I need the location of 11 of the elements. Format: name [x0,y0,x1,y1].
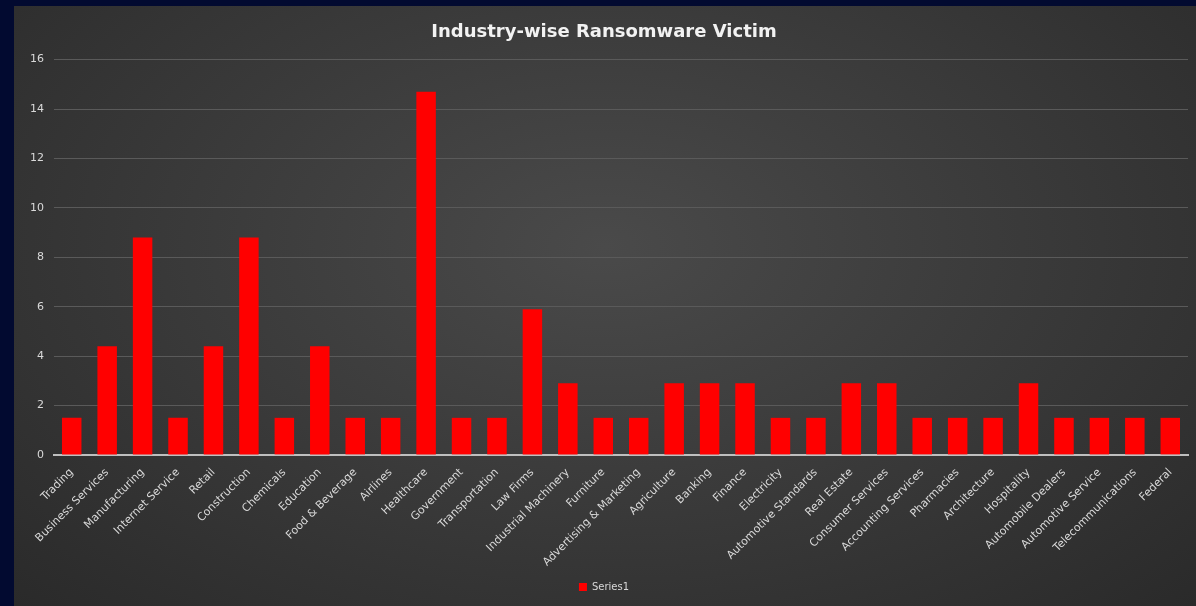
y-tick-label: 2 [37,398,44,412]
chart-title: Industry-wise Ransomware Victim [431,20,777,42]
y-tick-label: 4 [37,348,44,362]
legend-label: Series1 [591,580,630,592]
y-tick-label: 14 [30,101,44,115]
y-tick-label: 12 [30,151,44,165]
y-tick-label: 8 [37,250,44,264]
y-tick-label: 10 [30,200,44,214]
y-tick-label: 6 [37,299,44,313]
y-tick-label: 0 [37,447,44,461]
y-tick-label: 16 [30,52,44,66]
